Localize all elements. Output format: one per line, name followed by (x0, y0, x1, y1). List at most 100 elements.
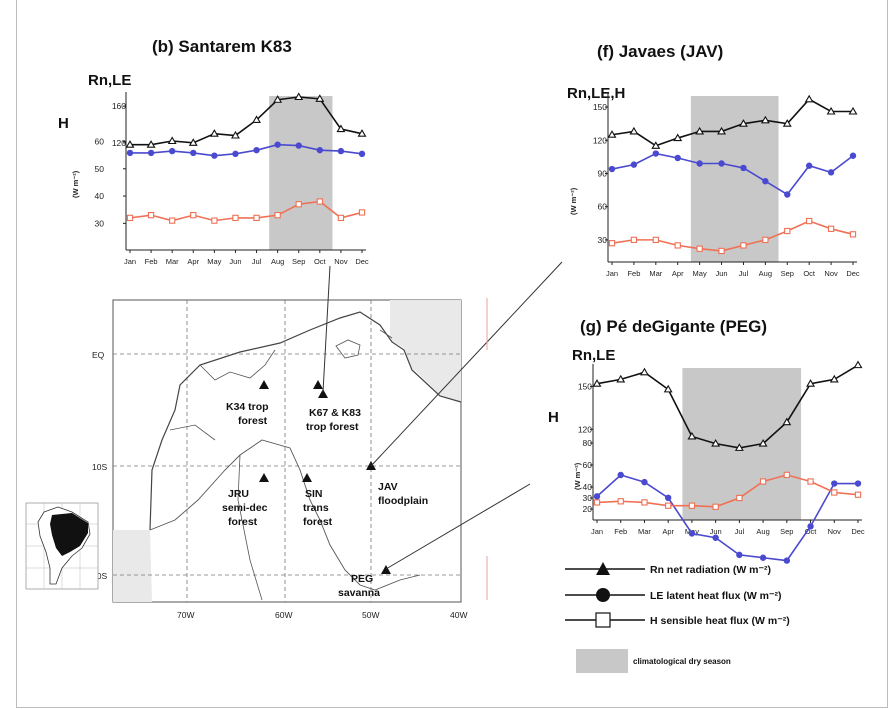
point-rn (687, 431, 697, 440)
point-le (783, 557, 791, 564)
x-tick-label: Feb (145, 257, 158, 266)
point-h (126, 214, 134, 222)
point-h (831, 489, 838, 496)
point-le (718, 160, 725, 167)
point-h (274, 212, 281, 219)
point-le (641, 478, 648, 486)
site-sin-line3: forest (303, 516, 333, 528)
lat-label-20s: 20S (92, 571, 107, 581)
point-le (190, 149, 197, 157)
point-h (617, 498, 624, 505)
point-h (806, 217, 813, 225)
point-le (608, 165, 616, 173)
x-tick-label: Nov (828, 527, 842, 536)
peg-title: (g) Pé deGigante (PEG) (580, 317, 767, 336)
point-rn (357, 129, 367, 137)
site-k67-line2: trop forest (306, 421, 359, 433)
legend: Rn net radiation (W m⁻²) LE latent heat … (565, 562, 790, 673)
site-peg-line2: savanna (338, 587, 380, 599)
series-line-le (130, 143, 363, 157)
y-tick-label: 80 (583, 438, 593, 448)
lat-label-10s: 10S (92, 462, 107, 472)
point-rn (826, 106, 836, 115)
y-tick-label: 60 (95, 136, 105, 146)
point-rn (806, 379, 816, 387)
site-jru-line3: forest (228, 516, 258, 528)
javaes-title: (f) Javaes (JAV) (597, 42, 723, 61)
x-tick-label: Sep (292, 257, 305, 266)
y-tick-label: 90 (598, 168, 608, 178)
y-tick-label: 40 (95, 191, 105, 201)
site-sin-line1: SIN (305, 488, 323, 500)
point-le (211, 152, 218, 159)
x-tick-label: Sep (781, 269, 794, 278)
connector-santarem (322, 265, 331, 393)
point-h (316, 198, 323, 205)
point-rn (167, 136, 177, 145)
x-tick-label: Apr (662, 527, 674, 536)
dry-season-shade (682, 368, 802, 520)
point-rn (695, 126, 705, 135)
point-rn (711, 439, 721, 447)
point-rn (294, 92, 304, 101)
point-h (593, 499, 601, 506)
point-le (232, 150, 239, 158)
point-le (295, 142, 302, 149)
point-le (805, 162, 813, 169)
x-tick-label: Jan (591, 527, 603, 536)
point-h (736, 494, 743, 502)
point-le (784, 191, 791, 198)
site-sin-line2: trans (303, 502, 329, 514)
y-tick-label: 150 (593, 102, 607, 112)
point-rn (616, 374, 626, 383)
x-tick-label: Jun (229, 257, 241, 266)
javaes-plot: 150 120 90 60 30 Jan Feb Mar Apr May Jun Jul Aug Sep O… (593, 92, 860, 278)
y-tick-label: 30 (583, 493, 593, 503)
point-h (759, 478, 767, 485)
santarem-ylabel-rnle: Rn,LE (88, 72, 131, 89)
peg-plot: 1501208060403020JanFebMarAprMayJunJulAug… (578, 360, 865, 564)
x-tick-label: Dec (846, 269, 860, 278)
point-rn (804, 94, 814, 103)
site-jav-line1: JAV (378, 481, 398, 493)
santarem-unit: (W m⁻²) (71, 170, 80, 198)
y-tick-label: 40 (583, 482, 593, 492)
y-tick-label: 150 (578, 382, 592, 392)
x-tick-label: Jan (124, 257, 136, 266)
point-rn (336, 124, 346, 133)
point-h (849, 231, 857, 238)
site-jru-line1: JRU (228, 488, 249, 500)
dry-season-shade (269, 96, 333, 250)
point-le (762, 178, 769, 185)
point-h (169, 217, 176, 224)
map-grid (113, 300, 461, 602)
inset-brazil (50, 513, 88, 556)
point-h (253, 214, 260, 222)
point-le (253, 146, 260, 154)
point-h (211, 217, 218, 224)
x-tick-label: Jun (710, 527, 722, 536)
y-tick-label: 120 (593, 135, 607, 145)
point-le (630, 161, 638, 168)
santarem-ylabel-h: H (58, 115, 69, 132)
inset-map (25, 502, 99, 590)
point-rn (738, 119, 748, 127)
point-rn (273, 95, 283, 103)
point-h (784, 227, 791, 235)
point-le (849, 152, 857, 159)
peg-ylabel-h: H (548, 409, 559, 426)
point-rn (848, 106, 858, 115)
point-rn (230, 130, 240, 139)
point-h (630, 236, 638, 244)
series-line-h (129, 200, 363, 222)
point-le (316, 146, 324, 154)
x-tick-label: Oct (805, 527, 818, 536)
point-rn (315, 94, 325, 102)
point-le (688, 530, 696, 537)
point-rn (209, 129, 219, 137)
point-le (652, 150, 660, 157)
connector-peg (385, 483, 531, 570)
x-tick-label: Jun (715, 269, 727, 278)
point-rn (607, 130, 617, 138)
